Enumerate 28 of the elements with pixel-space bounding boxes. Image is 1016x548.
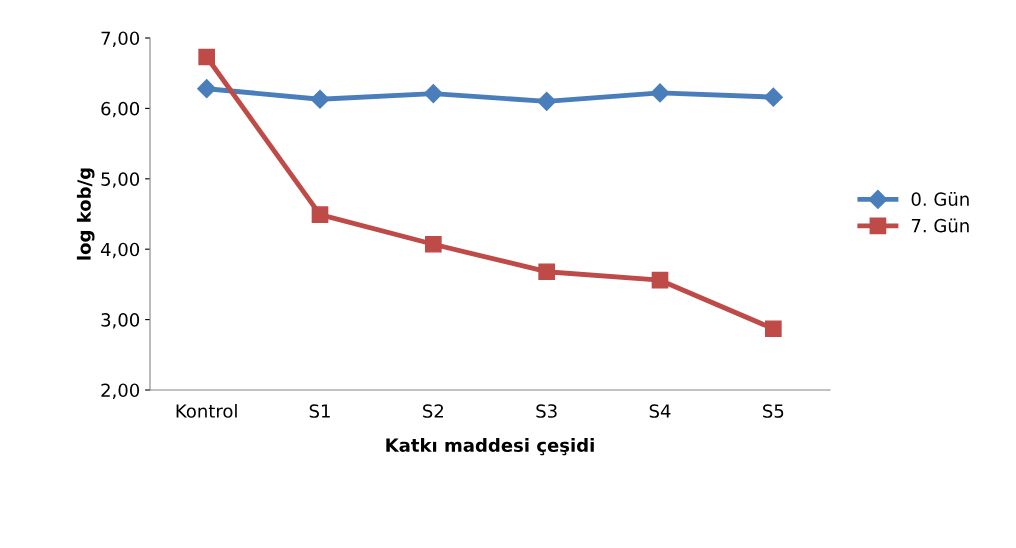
point xyxy=(197,79,217,99)
point xyxy=(537,91,557,111)
point xyxy=(650,83,670,103)
y-tick-label: 2,00 xyxy=(101,383,140,399)
legend-label: 7. Gün xyxy=(911,218,969,233)
y-tick-label: 3,00 xyxy=(101,313,140,329)
point xyxy=(424,235,442,253)
x-tick-label: S1 xyxy=(309,404,330,418)
x-axis-title: Katkı maddesi çeşidi xyxy=(386,438,594,456)
point xyxy=(311,206,329,224)
x-tick-label: Kontrol xyxy=(176,403,237,418)
point xyxy=(764,320,782,338)
point xyxy=(538,263,556,281)
y-tick-label: 4,00 xyxy=(100,242,140,259)
point xyxy=(763,87,783,107)
x-tick-label: S4 xyxy=(649,404,671,418)
point xyxy=(651,271,669,289)
x-tick-label: S2 xyxy=(423,404,443,418)
point xyxy=(198,48,216,66)
point xyxy=(423,84,443,104)
y-axis-title: log kob/g xyxy=(76,168,95,260)
x-tick-label: S5 xyxy=(763,404,784,418)
y-tick-label: 6,00 xyxy=(101,101,140,118)
x-tick-label: S3 xyxy=(536,404,557,418)
point xyxy=(310,89,330,109)
y-tick-label: 5,00 xyxy=(101,172,140,188)
legend-label: 0. Gün xyxy=(911,192,969,206)
y-tick-label: 7,00 xyxy=(101,31,140,47)
